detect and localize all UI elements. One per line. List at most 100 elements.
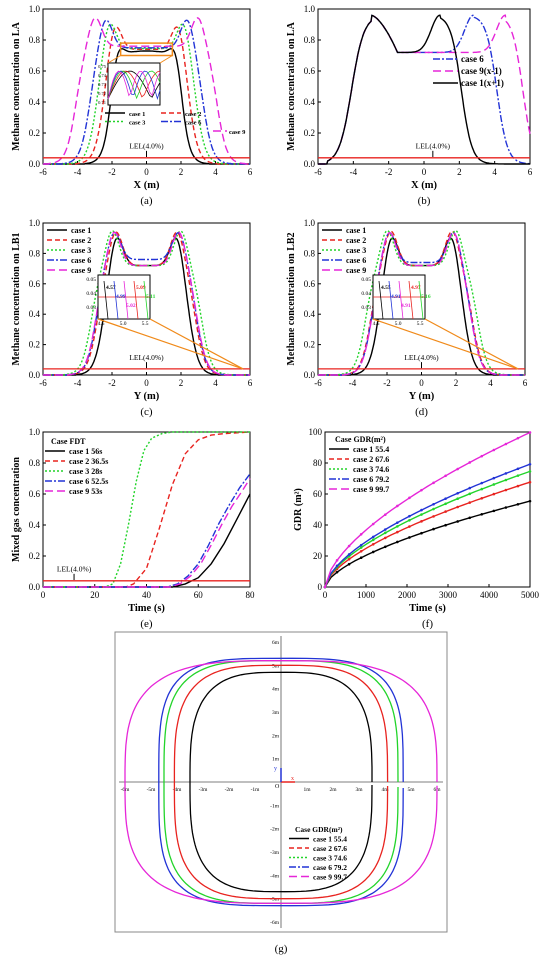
a-series-line <box>43 17 250 165</box>
d-inset-x-tick: 5.5 <box>417 321 424 327</box>
b-legend-label: case 9(x-1) <box>461 66 502 76</box>
c-inset-label: 4.57 <box>106 285 116 291</box>
c-inset-line <box>143 280 149 320</box>
b-y-tick-label: 0.6 <box>304 66 316 76</box>
f-series-marker <box>516 436 520 440</box>
f-series-marker <box>444 502 447 506</box>
e-y-tick-label: 0.6 <box>29 489 41 499</box>
d-inset-line <box>398 280 404 320</box>
f-x-tick-label: 2000 <box>398 590 417 600</box>
f-series-marker <box>504 506 508 509</box>
f-series-marker <box>444 523 447 527</box>
g-contour <box>189 671 373 893</box>
e-legend-label: case 9 53s <box>69 487 102 496</box>
a-legend-label: case 9 <box>229 129 246 136</box>
a-y-axis-label: Methane concentration on LA <box>11 21 22 150</box>
f-series-marker <box>359 549 363 553</box>
g-y-tick-label: 1m <box>272 757 280 763</box>
a-inset-y-tick: 0.71 <box>98 100 106 105</box>
c-x-axis-label: Y (m) <box>134 391 160 402</box>
a-inset-y-tick: 0.75 <box>98 64 107 69</box>
a-inset-line <box>107 70 161 100</box>
d-inset-label: 4.91 <box>401 303 411 309</box>
e-legend-label: case 2 36.5s <box>69 457 108 466</box>
a-x-tick-label: 0 <box>144 167 149 177</box>
g-y-tick-label: 5m <box>272 663 280 669</box>
f-plot-frame <box>324 431 531 588</box>
d-inset-y-tick: 0.05 <box>361 277 371 283</box>
f-series-marker <box>420 508 423 512</box>
f-series-marker <box>504 488 508 492</box>
a-legend-label: case 2 <box>185 111 201 118</box>
g-x-axis-label: x <box>291 776 294 782</box>
d-y-tick-label: 0.8 <box>304 248 316 258</box>
f-series-marker <box>504 478 508 482</box>
f-series-marker <box>359 546 363 549</box>
e-series-line <box>43 478 251 588</box>
g-x-tick-label: 2m <box>329 787 337 793</box>
c-inset-label: 4.99 <box>116 294 126 300</box>
g-x-tick-label: 4m <box>381 787 389 793</box>
f-series-marker <box>347 544 351 548</box>
f-series-marker <box>323 585 327 589</box>
f-series-marker <box>347 553 351 556</box>
f-series-marker <box>396 521 399 524</box>
c-caption: (c) <box>140 406 153 418</box>
c-inset-line <box>133 280 139 320</box>
g-y-tick-label: 4m <box>272 687 280 693</box>
f-series-marker <box>371 538 375 542</box>
e-lel-label: LEL(4.0%) <box>57 565 92 574</box>
e-y-axis-label: Mixed gas concentration <box>11 457 22 562</box>
f-series-marker <box>528 470 532 473</box>
c-inset-y-tick: 0.03 <box>86 305 96 311</box>
f-series-line <box>324 470 531 588</box>
d-y-tick-label: 0.6 <box>304 279 316 289</box>
a-inset-line <box>107 70 161 100</box>
e-x-axis-label: Time (s) <box>128 603 165 614</box>
g-x-tick-label: 3m <box>355 787 363 793</box>
f-series-marker <box>516 474 520 477</box>
e-x-tick-label: 20 <box>90 590 100 600</box>
d-series-line <box>318 231 525 376</box>
f-series-marker <box>528 431 532 434</box>
g-y-tick-label: -6m <box>270 920 280 926</box>
a-zoom-box <box>119 42 174 57</box>
d-inset-label: 5.16 <box>421 294 431 300</box>
d-x-tick-label: 2 <box>454 378 459 388</box>
panel-e: 0 20 40 60 80 0.0 0.2 0.4 0.6 0.8 1.0 LEL(4.0%) Case… <box>11 427 255 630</box>
f-series-line <box>324 431 531 588</box>
f-series-marker <box>528 462 532 466</box>
b-x-tick-label: 2 <box>457 167 462 177</box>
c-inset-connector <box>97 318 244 370</box>
f-x-tick-label: 1000 <box>357 590 376 600</box>
f-series-marker <box>432 481 435 485</box>
f-caption: (f) <box>422 618 433 630</box>
c-x-tick-label: -2 <box>108 378 116 388</box>
f-series-marker <box>456 497 459 501</box>
e-y-tick-label: 0.8 <box>29 458 41 468</box>
f-series-marker <box>432 527 435 531</box>
a-series-line <box>43 23 250 165</box>
f-series-marker <box>516 467 520 471</box>
f-series-marker <box>359 532 363 536</box>
a-inset-y-tick: 0.74 <box>98 73 107 78</box>
d-y-tick-label: 0.0 <box>304 370 316 380</box>
f-series-marker <box>383 513 387 516</box>
f-series-marker <box>504 442 508 446</box>
d-inset-y-tick: 0.04 <box>361 291 371 297</box>
f-series-marker <box>516 502 520 506</box>
d-x-tick-label: -4 <box>349 378 357 388</box>
d-inset-x-tick: 5.0 <box>395 321 402 327</box>
d-legend-label: case 1 <box>346 226 366 235</box>
f-series-marker <box>528 499 532 503</box>
f-series-marker <box>492 476 496 480</box>
f-series-marker <box>432 507 435 511</box>
f-series-marker <box>480 454 484 458</box>
b-y-axis-label: Methane concentration on LA <box>286 21 297 150</box>
f-series-marker <box>335 570 339 574</box>
f-series-marker <box>396 504 399 508</box>
d-legend-label: case 6 <box>346 256 366 265</box>
c-legend-label: case 1 <box>71 226 91 235</box>
a-y-tick-label: 0.0 <box>29 159 41 169</box>
